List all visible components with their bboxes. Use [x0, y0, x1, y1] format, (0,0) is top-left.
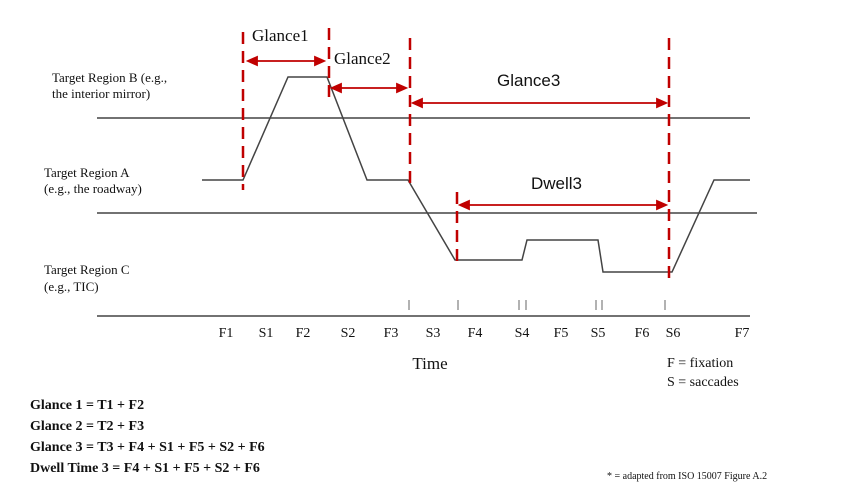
region-c-label-line2: (e.g., TIC) — [44, 279, 99, 294]
dwell3-label: Dwell3 — [531, 174, 582, 193]
arrowhead — [656, 199, 669, 211]
gaze-trace — [202, 76, 750, 273]
region-a-label-line1: Target Region A — [44, 165, 130, 180]
formula-glance3: Glance 3 = T3 + F4 + S1 + F5 + S2 + F6 — [30, 440, 265, 455]
glance3-label: Glance3 — [497, 71, 560, 90]
arrowhead — [656, 97, 669, 109]
arrowhead — [245, 55, 258, 67]
arrowhead — [314, 55, 327, 67]
legend-fixation: F = fixation — [667, 356, 733, 371]
arrowhead — [396, 82, 409, 94]
timeline-label: S3 — [426, 326, 441, 341]
timeline-label: F3 — [384, 326, 399, 341]
region-b-label-line2: the interior mirror) — [52, 86, 150, 101]
formula-glance2: Glance 2 = T2 + F3 — [30, 419, 144, 434]
glance-boundaries — [241, 28, 671, 278]
timeline-label: S6 — [666, 326, 681, 341]
timeline-labels: F1 S1 F2 S2 F3 S3 F4 S4 F5 S5 F6 S6 F7 — [219, 326, 750, 341]
timeline-label: S5 — [591, 326, 606, 341]
glance-arrows — [245, 55, 669, 211]
timeline-label: F5 — [554, 326, 569, 341]
timeline-label: S4 — [515, 326, 530, 341]
arrowhead — [329, 82, 342, 94]
timeline-label: S1 — [259, 326, 274, 341]
formula-glance1: Glance 1 = T1 + F2 — [30, 398, 144, 413]
axis-title: Time — [412, 354, 447, 373]
region-a-label-line2: (e.g., the roadway) — [44, 181, 142, 196]
footnote: * = adapted from ISO 15007 Figure A.2 — [607, 471, 767, 482]
formula-dwell3: Dwell Time 3 = F4 + S1 + F5 + S2 + F6 — [30, 461, 260, 476]
timeline-label: S2 — [341, 326, 356, 341]
arrowhead — [457, 199, 470, 211]
region-c-label-line1: Target Region C — [44, 262, 130, 277]
formulas: Glance 1 = T1 + F2 Glance 2 = T2 + F3 Gl… — [30, 398, 265, 476]
timeline-label: F7 — [735, 326, 750, 341]
timeline-label: F6 — [635, 326, 650, 341]
region-b-label-line1: Target Region B (e.g., — [52, 70, 167, 85]
legend-saccades: S = saccades — [667, 375, 739, 390]
glance1-label: Glance1 — [252, 26, 309, 45]
timeline-label: F1 — [219, 326, 234, 341]
timeline-label: F4 — [468, 326, 483, 341]
glance2-label: Glance2 — [334, 49, 391, 68]
arrowhead — [410, 97, 423, 109]
timeline-label: F2 — [296, 326, 311, 341]
axis-ticks — [408, 300, 666, 310]
